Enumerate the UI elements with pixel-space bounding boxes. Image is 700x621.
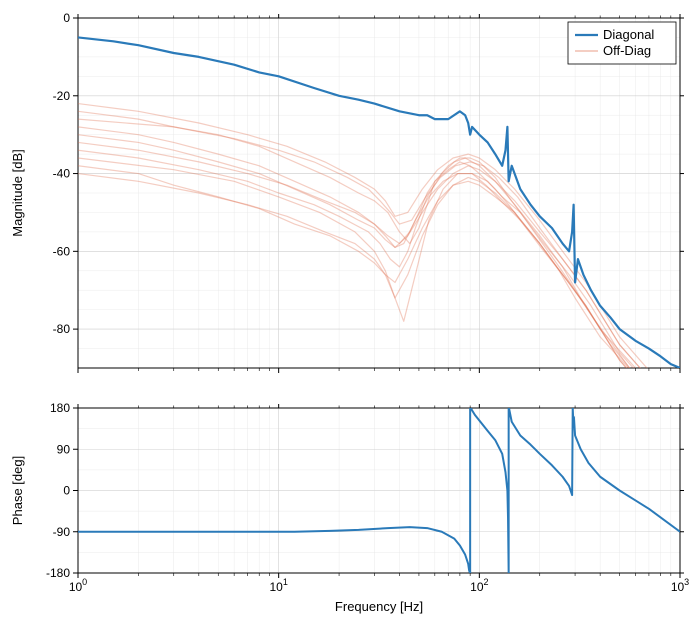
- ytick-label: -80: [53, 322, 71, 336]
- ytick-label: -90: [53, 525, 71, 539]
- ytick-label: 0: [63, 484, 70, 498]
- ytick-label: 180: [50, 401, 70, 415]
- ytick-label: 0: [63, 11, 70, 25]
- magnitude-axis-label: Magnitude [dB]: [10, 149, 25, 236]
- legend-label: Off-Diag: [603, 43, 651, 58]
- bode-figure: 0 -20 -40 -60 -80 Magnitude [dB] DiagonalOff-D…: [0, 0, 700, 621]
- frequency-axis-label: Frequency [Hz]: [335, 599, 423, 614]
- legend-label: Diagonal: [603, 27, 654, 42]
- ytick-label: -60: [53, 244, 71, 258]
- ytick-label: 90: [57, 442, 71, 456]
- ytick-label: -180: [46, 566, 70, 580]
- phase-axis-label: Phase [deg]: [10, 456, 25, 525]
- ytick-label: -20: [53, 89, 71, 103]
- legend: DiagonalOff-Diag: [568, 22, 676, 64]
- ytick-label: -40: [53, 167, 71, 181]
